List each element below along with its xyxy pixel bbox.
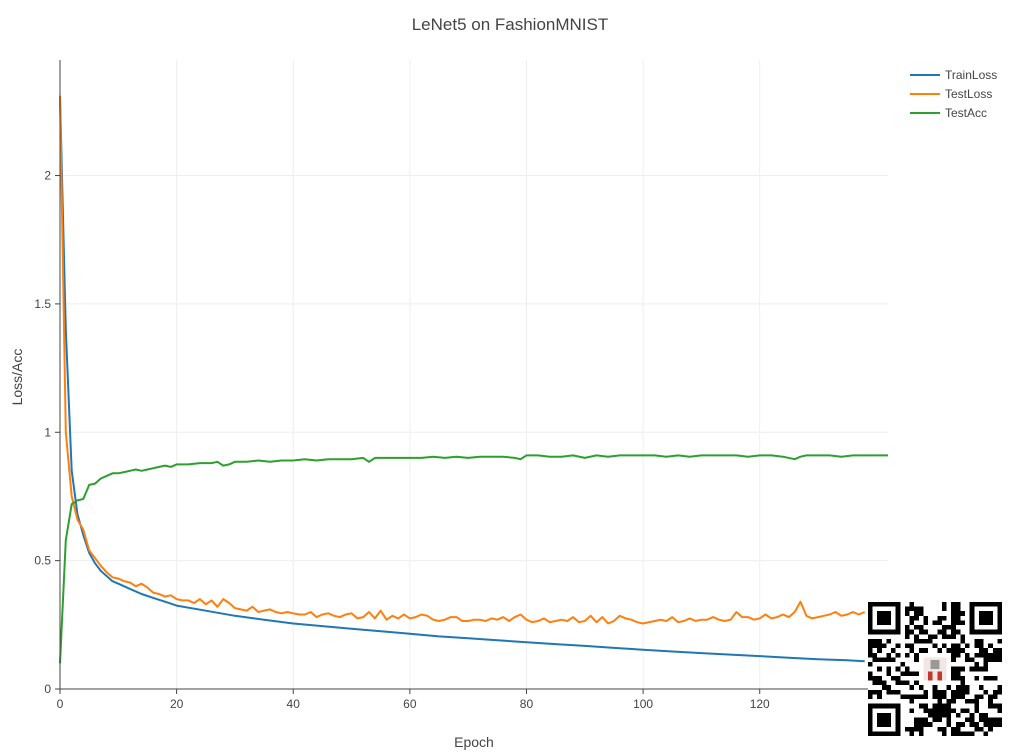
legend-label: TestAcc	[945, 106, 987, 120]
x-tick-label: 0	[57, 697, 64, 711]
y-tick-label: 2	[44, 169, 51, 183]
legend-item-trainloss[interactable]: TrainLoss	[910, 68, 997, 82]
y-axis-label: Loss/Acc	[9, 349, 25, 406]
y-tick-label: 0	[44, 682, 51, 696]
chart-title: LeNet5 on FashionMNIST	[412, 15, 609, 34]
y-tick-label: 0.5	[34, 554, 51, 568]
series-line-testloss	[59, 95, 866, 625]
y-tick-label: 1.5	[34, 297, 51, 311]
x-tick-label: 40	[287, 697, 301, 711]
legend: TrainLoss TestLoss TestAcc	[910, 68, 997, 120]
legend-label: TrainLoss	[945, 68, 997, 82]
x-tick-label: 60	[403, 697, 417, 711]
grid	[60, 60, 888, 689]
series-line-trainloss	[59, 95, 865, 663]
x-tick-label: 100	[633, 697, 653, 711]
x-tick-label: 120	[750, 697, 770, 711]
x-tick-label: 20	[170, 697, 184, 711]
x-tick-label: 80	[520, 697, 534, 711]
legend-item-testloss[interactable]: TestLoss	[910, 87, 992, 101]
legend-item-testacc[interactable]: TestAcc	[910, 106, 987, 120]
series-layer	[59, 95, 888, 664]
series-line-testacc	[59, 454, 888, 664]
x-axis-label: Epoch	[454, 734, 494, 750]
qr-code-image	[868, 602, 1002, 736]
x-tick-labels: 0 20 40 60 80 100 120	[57, 697, 770, 711]
y-tick-label: 1	[44, 425, 51, 439]
axes	[55, 60, 888, 694]
legend-label: TestLoss	[945, 87, 992, 101]
y-tick-labels: 0 0.5 1 1.5 2	[34, 169, 51, 696]
